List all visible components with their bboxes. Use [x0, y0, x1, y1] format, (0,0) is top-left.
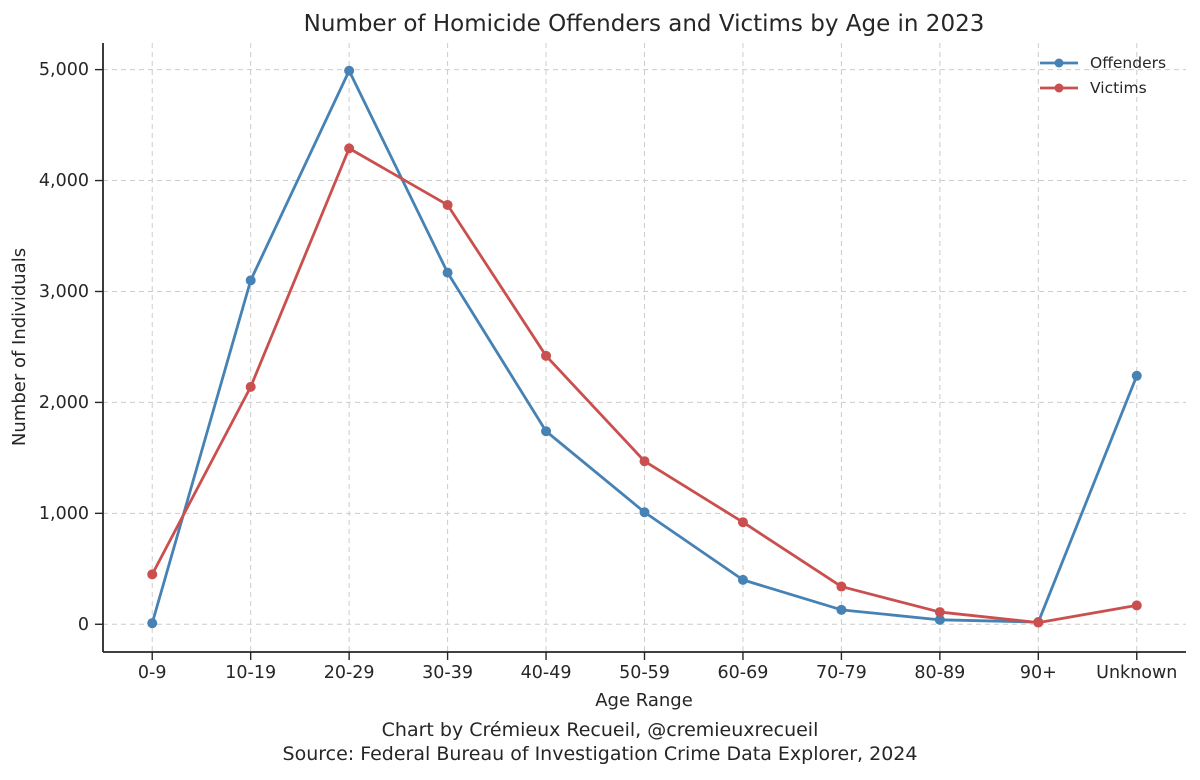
x-tick-label-60-69: 60-69 — [718, 663, 769, 683]
x-tick-label-50-59: 50-59 — [619, 663, 670, 683]
data-point-offenders-40-49 — [541, 426, 552, 437]
legend-marker-offenders — [1054, 58, 1064, 68]
y-tick-label-1000: 1,000 — [39, 504, 89, 524]
x-tick-label-30-39: 30-39 — [422, 663, 473, 683]
data-point-victims-10-19 — [245, 381, 256, 392]
footer-source: Source: Federal Bureau of Investigation … — [283, 743, 918, 765]
data-point-offenders-20-29 — [344, 65, 355, 76]
data-point-victims-20-29 — [344, 143, 355, 154]
data-point-offenders-30-39 — [442, 267, 453, 278]
x-tick-label-Unknown: Unknown — [1096, 663, 1177, 683]
chart-title: Number of Homicide Offenders and Victims… — [304, 11, 985, 37]
data-point-victims-30-39 — [442, 199, 453, 210]
x-tick-label-10-19: 10-19 — [225, 663, 276, 683]
data-point-victims-70-79 — [836, 581, 847, 592]
data-point-victims-40-49 — [541, 350, 552, 361]
x-axis-label: Age Range — [595, 690, 693, 711]
data-series — [147, 65, 1142, 629]
data-point-victims-80-89 — [934, 607, 945, 618]
y-tick-label-2000: 2,000 — [39, 393, 89, 413]
y-tick-label-4000: 4,000 — [39, 171, 89, 191]
data-point-victims-50-59 — [639, 456, 650, 467]
data-point-victims-90+ — [1033, 617, 1044, 628]
legend-item-offenders: Offenders — [1040, 54, 1166, 72]
data-point-victims-60-69 — [737, 517, 748, 528]
legend-label-offenders: Offenders — [1090, 54, 1166, 72]
data-point-victims-0-9 — [147, 569, 158, 580]
data-point-offenders-10-19 — [245, 275, 256, 286]
y-tick-label-0: 0 — [78, 615, 89, 635]
x-tick-label-20-29: 20-29 — [324, 663, 375, 683]
legend-marker-victims — [1054, 83, 1064, 93]
x-tick-label-70-79: 70-79 — [816, 663, 867, 683]
y-axis-label: Number of Individuals — [9, 248, 30, 446]
x-tick-label-40-49: 40-49 — [521, 663, 572, 683]
x-tick-label-90+: 90+ — [1020, 663, 1057, 683]
data-point-offenders-80-89 — [934, 614, 945, 625]
x-tick-label-80-89: 80-89 — [914, 663, 965, 683]
data-point-offenders-Unknown — [1131, 370, 1142, 381]
x-tick-label-0-9: 0-9 — [138, 663, 167, 683]
data-point-offenders-0-9 — [147, 618, 158, 629]
data-point-victims-Unknown — [1131, 600, 1142, 611]
legend-item-victims: Victims — [1040, 79, 1147, 97]
y-tick-label-5000: 5,000 — [39, 60, 89, 80]
y-tick-label-3000: 3,000 — [39, 282, 89, 302]
axis-ticks: 0-9 10-19 20-29 30-39 40-49 50-59 60-69 70-79 80… — [39, 60, 1178, 683]
gridlines — [103, 43, 1186, 652]
legend: Offenders Victims — [1040, 54, 1166, 97]
data-point-offenders-60-69 — [737, 574, 748, 585]
footer-credit: Chart by Crémieux Recueil, @cremieuxrecu… — [382, 719, 819, 741]
data-point-offenders-70-79 — [836, 604, 847, 615]
data-point-offenders-50-59 — [639, 507, 650, 518]
legend-label-victims: Victims — [1090, 79, 1147, 97]
